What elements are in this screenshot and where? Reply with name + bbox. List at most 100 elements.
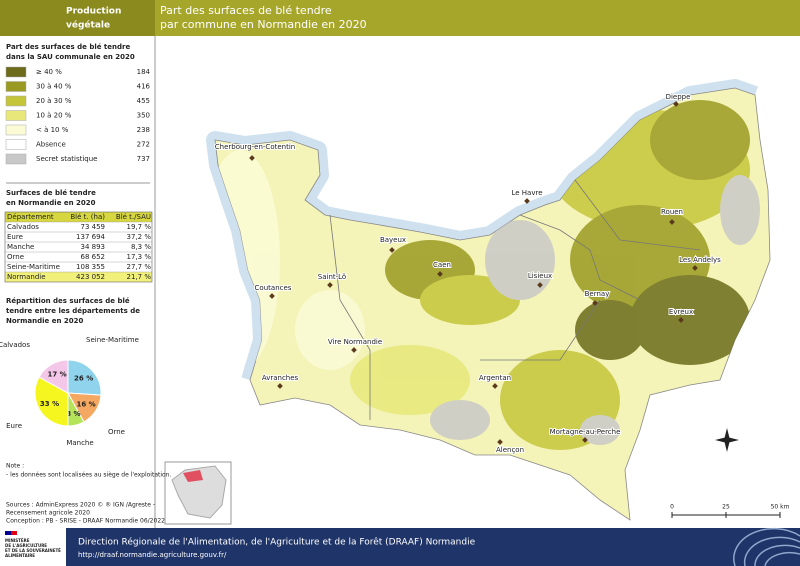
city-marker <box>692 265 698 271</box>
legend-swatch <box>5 124 27 136</box>
table-cell: 8,3 % <box>131 243 151 251</box>
legend-label: Secret statistique <box>36 155 98 163</box>
ministry: ET DE LA SOUVERAINETÉ <box>5 548 61 553</box>
pie-slice <box>38 359 69 394</box>
table-cell: 68 652 <box>81 253 106 261</box>
legend-swatch <box>5 153 27 165</box>
city-marker <box>327 282 333 288</box>
city-label: Caen <box>433 261 451 269</box>
city-marker <box>351 347 357 353</box>
city-label: Evreux <box>669 308 693 316</box>
legend-count: 350 <box>137 112 150 120</box>
sources: Conception : PB - SRISE - DRAAF Normandi… <box>6 518 165 525</box>
legend-count: 416 <box>137 83 151 91</box>
city-label: Dieppe <box>666 93 691 101</box>
city-label: Alençon <box>496 446 524 454</box>
legend-swatch <box>5 139 27 150</box>
table-title: en Normandie en 2020 <box>6 199 96 207</box>
table-header: Département <box>7 213 54 221</box>
pie-value-label: 17 % <box>47 371 66 379</box>
city-marker <box>524 198 530 204</box>
pie-value-label: 16 % <box>77 400 96 408</box>
legend-title: Part des surfaces de blé tendre <box>6 43 130 51</box>
city-marker <box>497 439 503 445</box>
city-label: Vire Normandie <box>328 338 382 346</box>
page-title: Part des surfaces de blé tendre <box>160 4 332 17</box>
note-title: Note : <box>6 463 24 470</box>
city-marker <box>277 383 283 389</box>
city-label: Les Andelys <box>679 256 721 264</box>
table-cell: 37,2 % <box>127 233 152 241</box>
ministry: ALIMENTAIRE <box>5 553 35 558</box>
city-marker <box>249 155 255 161</box>
sources: Sources : AdminExpress 2020 © ® IGN /Agr… <box>6 502 155 509</box>
pie-value-label: 26 % <box>74 374 93 382</box>
pie-chart: 26 % Seine-Maritime 16 % Orne 8 % Manche 33 % E… <box>0 336 139 447</box>
logo-flag <box>5 531 11 535</box>
city-marker <box>437 271 443 277</box>
scale-label: 25 <box>722 504 730 511</box>
city-label: Le Havre <box>511 189 542 197</box>
legend-label: 10 à 20 % <box>36 112 72 120</box>
footer-band <box>0 528 800 566</box>
table-cell: 108 355 <box>76 263 105 271</box>
scale-label: 0 <box>670 504 674 511</box>
legend-label: 20 à 30 % <box>36 97 72 105</box>
footer-url[interactable]: http://draaf.normandie.agriculture.gouv.… <box>78 551 227 559</box>
department-border <box>329 179 701 420</box>
table-cell: 423 052 <box>76 273 105 281</box>
section-label: végétale <box>66 20 110 31</box>
city-marker <box>678 317 684 323</box>
note-text: - les données sont localisées au siège d… <box>6 472 171 479</box>
table-cell: Eure <box>7 233 23 241</box>
table-cell: 17,3 % <box>127 253 152 261</box>
table-cell: Manche <box>7 243 34 251</box>
city-label: Saint-Lô <box>318 273 346 281</box>
city-marker <box>582 437 588 443</box>
table-cell: 19,7 % <box>127 223 152 231</box>
table-total-bg <box>5 272 152 282</box>
locator-normandie <box>183 470 203 482</box>
legend-label: 30 à 40 % <box>36 83 72 91</box>
city-marker <box>269 293 275 299</box>
legend-count: 455 <box>137 97 150 105</box>
table-cell: Calvados <box>7 223 39 231</box>
pie-slice <box>34 376 69 427</box>
sources: Recensement agricole 2020 <box>6 510 90 517</box>
pie-title: Répartition des surfaces de blé <box>6 297 130 305</box>
legend-swatch <box>5 81 27 92</box>
pie-slice <box>67 359 102 396</box>
legend-label: Absence <box>36 141 66 149</box>
pie-title: tendre entre les départements de <box>6 307 140 315</box>
city-label: Avranches <box>262 374 299 382</box>
city-label: Bayeux <box>380 236 406 244</box>
pie-value-label: 8 % <box>66 410 80 418</box>
pie-category-label: Calvados <box>0 341 30 349</box>
table-cell: Normandie <box>7 273 46 281</box>
city-marker <box>492 383 498 389</box>
logo-flag <box>11 531 17 535</box>
legend-count: 184 <box>137 68 151 76</box>
legend-swatch <box>5 95 27 107</box>
pie-title: Normandie en 2020 <box>6 317 83 325</box>
city-label: Cherbourg-en-Cotentin <box>215 143 295 151</box>
table-header: Blé t./SAU <box>116 213 151 221</box>
city-label: Bernay <box>585 290 610 298</box>
city-marker <box>592 300 598 306</box>
scale-bar: 0 25 50 km <box>670 504 790 518</box>
city-marker <box>673 101 679 107</box>
city-labels: Cherbourg-en-Cotentin Dieppe Le Havre Rouen… <box>214 92 722 455</box>
locator-france <box>171 465 227 519</box>
table-cell: 137 694 <box>76 233 105 241</box>
table: Département Blé t. (ha) Blé t./SAU Calvados… <box>4 211 153 283</box>
table-frame <box>4 211 153 283</box>
pie-category-label: Seine-Maritime <box>86 336 139 344</box>
pie-category-label: Manche <box>66 439 93 447</box>
page-title: par commune en Normandie en 2020 <box>160 18 367 31</box>
legend-label: ≥ 40 % <box>36 68 62 76</box>
legend-count: 737 <box>137 155 150 163</box>
table-cell: 73 459 <box>81 223 106 231</box>
ministry: DE L'AGRICULTURE <box>5 543 47 548</box>
city-label: Lisieux <box>528 272 552 280</box>
